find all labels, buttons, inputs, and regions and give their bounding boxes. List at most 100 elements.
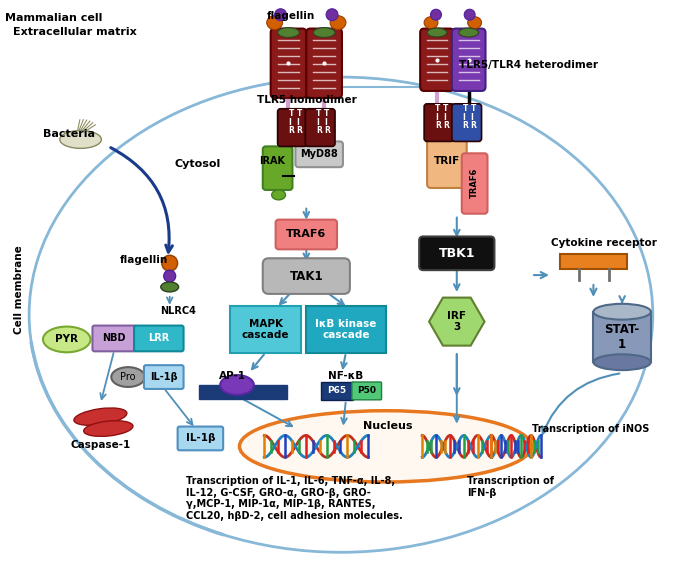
Text: R: R <box>443 121 449 130</box>
Text: T: T <box>316 109 321 118</box>
Text: TRIF: TRIF <box>434 156 460 166</box>
Text: MAPK
cascade: MAPK cascade <box>242 319 290 340</box>
FancyBboxPatch shape <box>263 146 292 190</box>
Text: Bacteria: Bacteria <box>43 129 95 138</box>
Text: T: T <box>297 109 302 118</box>
FancyBboxPatch shape <box>199 385 286 399</box>
Text: Extracellular matrix: Extracellular matrix <box>13 27 137 37</box>
Text: R: R <box>435 121 441 130</box>
Text: R: R <box>288 125 295 134</box>
Text: I: I <box>324 117 327 126</box>
Text: MyD88: MyD88 <box>300 149 338 159</box>
Text: R: R <box>463 121 469 130</box>
FancyBboxPatch shape <box>352 382 382 400</box>
Text: NF-κB: NF-κB <box>328 371 363 381</box>
Ellipse shape <box>266 16 282 29</box>
FancyBboxPatch shape <box>452 28 486 91</box>
Text: IL-1β: IL-1β <box>186 433 215 443</box>
FancyBboxPatch shape <box>277 109 308 146</box>
Ellipse shape <box>313 28 335 37</box>
Ellipse shape <box>464 9 475 20</box>
Text: TRAF6: TRAF6 <box>286 230 327 239</box>
Text: Transcription of iNOS: Transcription of iNOS <box>532 424 649 434</box>
FancyBboxPatch shape <box>427 136 466 188</box>
Text: TBK1: TBK1 <box>438 247 475 260</box>
Ellipse shape <box>240 411 532 482</box>
Ellipse shape <box>330 16 346 29</box>
Text: PYR: PYR <box>55 335 78 344</box>
FancyBboxPatch shape <box>419 236 495 270</box>
FancyBboxPatch shape <box>306 28 342 98</box>
Text: Nucleus: Nucleus <box>363 421 412 430</box>
Ellipse shape <box>29 77 653 552</box>
FancyBboxPatch shape <box>452 104 482 141</box>
Ellipse shape <box>424 16 438 28</box>
FancyBboxPatch shape <box>462 153 488 214</box>
Ellipse shape <box>431 9 441 20</box>
FancyBboxPatch shape <box>424 104 454 141</box>
Ellipse shape <box>60 130 101 149</box>
Text: Transcription of IL-1, IL-6, TNF-α, IL-8,
IL-12, G-CSF, GRO-α, GRO-β, GRO-
γ,MCP: Transcription of IL-1, IL-6, TNF-α, IL-8… <box>186 476 402 521</box>
Text: P50: P50 <box>357 387 376 395</box>
Text: Cytosol: Cytosol <box>175 159 221 170</box>
Text: R: R <box>316 125 322 134</box>
Text: I: I <box>443 113 446 122</box>
Text: TAK1: TAK1 <box>290 269 323 282</box>
Text: STAT-
1: STAT- 1 <box>604 323 640 351</box>
FancyArrowPatch shape <box>590 285 597 295</box>
Text: T: T <box>463 104 468 113</box>
Text: NBD: NBD <box>103 333 126 344</box>
FancyBboxPatch shape <box>593 312 651 362</box>
FancyBboxPatch shape <box>306 306 386 353</box>
Text: I: I <box>297 117 299 126</box>
Ellipse shape <box>326 9 338 20</box>
Text: T: T <box>435 104 440 113</box>
Ellipse shape <box>468 16 482 28</box>
FancyBboxPatch shape <box>321 382 353 400</box>
Ellipse shape <box>593 354 651 370</box>
Text: T: T <box>443 104 448 113</box>
Text: I: I <box>435 113 438 122</box>
Ellipse shape <box>593 304 651 320</box>
Ellipse shape <box>43 327 90 352</box>
Text: I: I <box>471 113 473 122</box>
Text: Caspase-1: Caspase-1 <box>71 441 131 450</box>
Text: R: R <box>471 121 477 130</box>
Text: NLRC4: NLRC4 <box>160 306 196 316</box>
Text: Mammalian cell: Mammalian cell <box>5 12 103 23</box>
Text: I: I <box>316 117 319 126</box>
Text: IκB kinase
cascade: IκB kinase cascade <box>315 319 377 340</box>
FancyBboxPatch shape <box>134 325 184 352</box>
FancyBboxPatch shape <box>263 258 350 294</box>
FancyBboxPatch shape <box>144 365 184 389</box>
Text: Cytokine receptor: Cytokine receptor <box>551 239 657 248</box>
Ellipse shape <box>164 270 175 282</box>
Ellipse shape <box>84 421 133 437</box>
Text: I: I <box>463 113 466 122</box>
Text: T: T <box>324 109 329 118</box>
Text: TLR5/TLR4 heterodimer: TLR5/TLR4 heterodimer <box>459 60 598 70</box>
Ellipse shape <box>277 28 299 37</box>
Text: flagellin: flagellin <box>266 11 315 21</box>
Ellipse shape <box>162 255 177 271</box>
FancyBboxPatch shape <box>295 141 343 167</box>
FancyBboxPatch shape <box>275 219 337 249</box>
Ellipse shape <box>220 375 254 395</box>
FancyBboxPatch shape <box>306 109 335 146</box>
Text: LRR: LRR <box>148 333 169 344</box>
Text: R: R <box>297 125 302 134</box>
Ellipse shape <box>272 190 286 200</box>
FancyBboxPatch shape <box>271 28 306 98</box>
FancyBboxPatch shape <box>177 426 223 450</box>
Ellipse shape <box>74 408 127 425</box>
FancyArrowPatch shape <box>111 147 173 252</box>
Text: Pro: Pro <box>121 372 136 382</box>
FancyBboxPatch shape <box>92 325 136 352</box>
Text: IL-1β: IL-1β <box>150 372 177 382</box>
Text: R: R <box>324 125 330 134</box>
FancyArrowPatch shape <box>534 272 547 278</box>
Text: T: T <box>471 104 476 113</box>
FancyBboxPatch shape <box>560 254 627 269</box>
FancyBboxPatch shape <box>420 28 454 91</box>
Text: P65: P65 <box>327 387 347 395</box>
